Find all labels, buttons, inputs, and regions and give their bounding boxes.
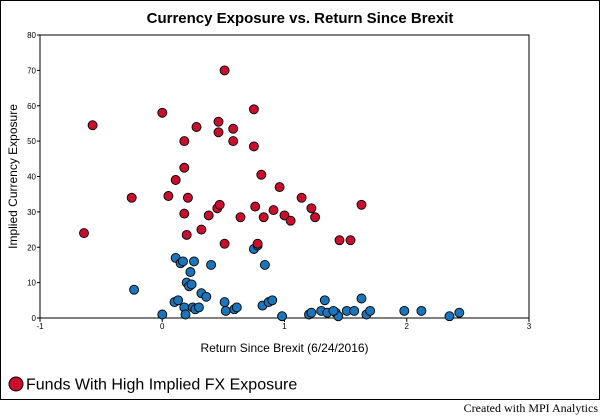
scatter-point <box>157 107 168 118</box>
scatter-point <box>179 208 190 219</box>
data-points <box>79 65 465 322</box>
scatter-point <box>179 136 190 147</box>
scatter-point <box>349 305 360 316</box>
scatter-point <box>365 305 376 316</box>
plot-area <box>39 34 530 319</box>
scatter-point <box>201 291 212 302</box>
scatter-point <box>180 309 191 320</box>
scatter-point <box>277 311 288 322</box>
scatter-point <box>213 116 224 127</box>
scatter-point <box>334 235 345 246</box>
scatter-point <box>252 238 263 249</box>
scatter-point <box>219 65 230 76</box>
legend-label: Funds With High Implied FX Exposure <box>26 377 297 394</box>
x-tick-label: 0 <box>160 322 165 331</box>
scatter-point <box>181 229 192 240</box>
credit-text: Created with MPI Analytics <box>463 401 598 415</box>
y-tick-label: 20 <box>27 243 36 252</box>
scatter-point <box>185 267 196 277</box>
scatter-point <box>319 295 330 306</box>
y-tick-label: 80 <box>27 31 36 40</box>
scatter-point <box>193 302 204 313</box>
scatter-point <box>248 141 259 152</box>
scatter-point <box>235 212 246 223</box>
y-tick-label: 10 <box>27 279 36 288</box>
scatter-point <box>220 305 231 316</box>
scatter-point <box>296 192 307 203</box>
scatter-point <box>228 136 239 147</box>
scatter-point <box>310 212 321 223</box>
chart-title: Currency Exposure vs. Return Since Brexi… <box>147 10 454 27</box>
scatter-point <box>306 307 317 318</box>
scatter-chart: Currency Exposure vs. Return Since Brexi… <box>6 10 532 394</box>
scatter-point <box>231 302 242 313</box>
scatter-point <box>196 224 207 235</box>
scatter-point <box>274 182 285 193</box>
y-tick-label: 30 <box>27 208 36 217</box>
scatter-point <box>206 259 217 270</box>
scatter-point <box>285 215 296 226</box>
scatter-point <box>163 191 174 201</box>
scatter-point <box>267 295 278 306</box>
scatter-point <box>444 311 455 322</box>
scatter-point <box>248 104 259 115</box>
scatter-point <box>345 235 356 246</box>
scatter-point <box>126 192 137 203</box>
y-tick-label: 50 <box>27 137 36 146</box>
x-tick-label: -1 <box>36 322 44 331</box>
scatter-point <box>213 127 224 138</box>
y-axis-label: Implied Currency Exposure <box>6 104 20 249</box>
scatter-point <box>356 199 367 210</box>
scatter-point <box>258 212 269 223</box>
scatter-point <box>170 175 181 185</box>
scatter-point <box>79 228 89 239</box>
y-tick-label: 40 <box>27 173 36 182</box>
legend-marker <box>8 376 24 392</box>
scatter-point <box>228 123 239 134</box>
scatter-point <box>203 210 214 221</box>
scatter-point <box>87 120 98 131</box>
scatter-point <box>129 284 140 295</box>
scatter-point <box>182 192 193 203</box>
x-tick-label: 3 <box>527 322 532 331</box>
scatter-point <box>214 199 225 210</box>
scatter-point <box>219 238 230 249</box>
x-tick-label: 2 <box>405 322 410 331</box>
y-tick-label: 60 <box>27 102 36 111</box>
y-tick-label: 70 <box>27 66 36 75</box>
scatter-point <box>250 201 261 212</box>
scatter-point <box>179 162 190 173</box>
scatter-point <box>259 259 270 270</box>
scatter-point <box>173 295 184 306</box>
scatter-point <box>191 122 202 132</box>
scatter-point <box>328 305 339 316</box>
legend: Funds With High Implied FX Exposure <box>8 376 297 394</box>
scatter-point <box>256 169 267 180</box>
scatter-point <box>454 307 465 318</box>
x-tick-label: 1 <box>282 322 287 331</box>
scatter-point <box>157 309 168 320</box>
y-tick-label: 0 <box>32 314 37 323</box>
scatter-point <box>178 256 188 267</box>
scatter-point <box>268 205 279 216</box>
scatter-point <box>306 203 317 214</box>
scatter-point <box>399 305 410 316</box>
scatter-point <box>186 279 197 290</box>
scatter-point <box>416 305 427 316</box>
scatter-point <box>356 293 367 304</box>
x-axis-label: Return Since Brexit (6/24/2016) <box>200 341 368 355</box>
scatter-point <box>189 256 199 267</box>
scatter-point <box>219 297 230 308</box>
